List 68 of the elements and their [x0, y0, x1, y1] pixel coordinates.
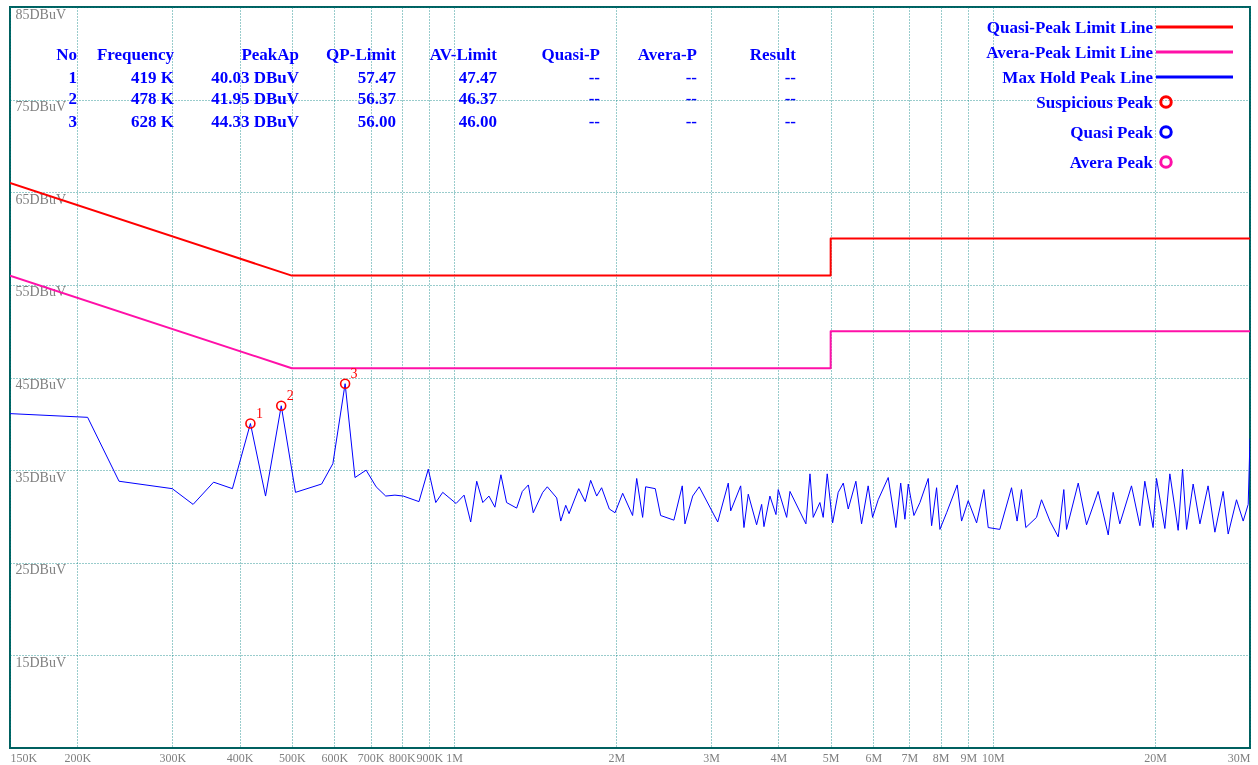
annotation: 56.37 [357, 89, 397, 108]
x-tick-label: 150K [10, 750, 38, 765]
x-tick-label: 3M [703, 750, 721, 765]
annotation: Result [749, 45, 797, 64]
annotation: QP-Limit [326, 45, 397, 64]
annotation: 3 [350, 365, 358, 381]
y-tick-label: 35DBuV [15, 469, 67, 485]
x-tick-label: 8M [932, 750, 950, 765]
legend-label: Max Hold Peak Line [1002, 68, 1154, 87]
annotation: -- [588, 112, 601, 131]
annotation: -- [784, 89, 797, 108]
annotation: PeakAp [241, 45, 299, 64]
x-tick-label: 400K [226, 750, 254, 765]
x-tick-label: 300K [159, 750, 187, 765]
annotation: 46.37 [458, 89, 498, 108]
annotation: 40.03 DBuV [211, 68, 300, 87]
x-tick-label: 2M [608, 750, 626, 765]
x-tick-label: 30M [1227, 750, 1251, 765]
x-tick-label: 600K [321, 750, 349, 765]
x-tick-label: 700K [357, 750, 385, 765]
annotation: Frequency [96, 45, 175, 64]
annotation: -- [784, 68, 797, 87]
annotation: 1 [255, 405, 263, 421]
legend-label: Quasi Peak [1070, 123, 1154, 142]
x-tick-label: 9M [960, 750, 978, 765]
y-tick-label: 45DBuV [15, 377, 67, 392]
annotation: 3 [68, 112, 77, 131]
annotation: -- [685, 112, 698, 131]
x-tick-label: 1M [446, 750, 464, 765]
annotation: 46.00 [458, 112, 497, 131]
annotation: -- [588, 68, 601, 87]
annotation: Avera-P [637, 45, 697, 64]
annotation: Quasi-P [541, 45, 600, 64]
x-tick-label: 800K [388, 750, 416, 765]
x-tick-label: 500K [278, 750, 306, 765]
y-tick-label: 75DBuV [15, 99, 67, 115]
annotation: 419 K [131, 68, 175, 87]
y-tick-label: 85DBuV [15, 6, 67, 22]
legend-label: Avera-Peak Limit Line [986, 43, 1154, 62]
annotation: 44.33 DBuV [211, 112, 300, 131]
annotation: 2 [68, 89, 77, 108]
x-tick-label: 900K [416, 750, 444, 765]
annotation: 2 [286, 387, 294, 403]
y-tick-label: 15DBuV [15, 654, 67, 670]
annotation: 47.47 [458, 68, 498, 87]
x-tick-label: 200K [64, 750, 92, 765]
legend-label: Avera Peak [1069, 153, 1154, 172]
annotation: -- [685, 68, 698, 87]
annotation: 1 [68, 68, 77, 87]
annotation: 478 K [131, 89, 175, 108]
legend-label: Quasi-Peak Limit Line [986, 18, 1154, 37]
annotation: AV-Limit [429, 45, 498, 64]
x-tick-label: 20M [1144, 750, 1168, 765]
annotation: 57.47 [357, 68, 397, 87]
x-tick-label: 5M [822, 750, 840, 765]
x-tick-label: 10M [982, 750, 1006, 765]
annotation: 56.00 [357, 112, 396, 131]
annotation: No [56, 45, 77, 64]
annotation: -- [588, 89, 601, 108]
legend-label: Suspicious Peak [1036, 93, 1154, 112]
annotation: -- [685, 89, 698, 108]
x-tick-label: 7M [901, 750, 919, 765]
annotation: 628 K [131, 112, 175, 131]
x-tick-label: 4M [770, 750, 788, 765]
annotation: 41.95 DBuV [211, 89, 300, 108]
annotation: -- [784, 112, 797, 131]
y-tick-label: 25DBuV [15, 562, 67, 578]
x-tick-label: 6M [865, 750, 883, 765]
